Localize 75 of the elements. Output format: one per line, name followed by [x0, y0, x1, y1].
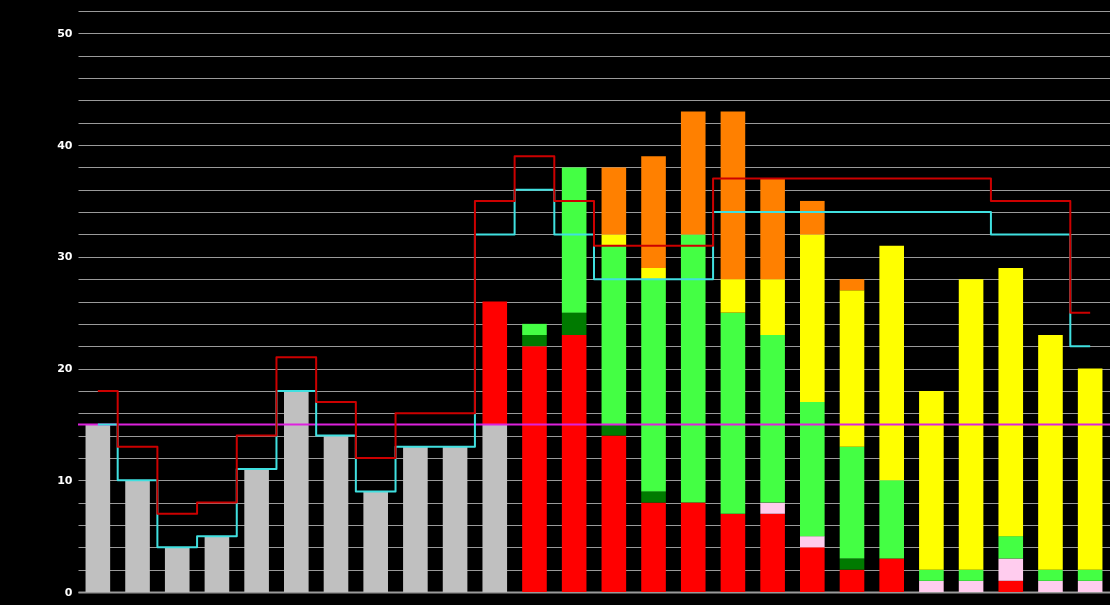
- bar: [800, 234, 825, 403]
- bar: [1077, 580, 1103, 592]
- bar: [482, 424, 508, 592]
- bar: [839, 290, 865, 447]
- bar: [204, 536, 230, 592]
- bar: [958, 569, 984, 581]
- bar: [800, 536, 825, 548]
- bar: [244, 469, 269, 592]
- bar: [641, 502, 666, 592]
- bar: [720, 111, 746, 280]
- bar: [680, 502, 706, 592]
- bar: [641, 279, 666, 492]
- bar: [760, 335, 785, 503]
- bar: [403, 446, 428, 592]
- bar: [919, 390, 944, 570]
- bar: [760, 279, 785, 336]
- bar: [85, 424, 111, 592]
- bar: [998, 558, 1024, 581]
- bar: [998, 267, 1024, 537]
- y-tick-label: 20: [57, 362, 73, 376]
- bar: [561, 312, 587, 336]
- y-tick-label: 0: [64, 585, 73, 599]
- bar: [800, 402, 825, 537]
- bar: [641, 267, 666, 280]
- bar: [482, 301, 508, 425]
- bar: [522, 335, 547, 347]
- bar: [760, 513, 785, 592]
- bar: [1077, 368, 1103, 570]
- bar: [561, 167, 587, 313]
- bar: [561, 335, 587, 592]
- bar: [601, 245, 627, 425]
- bar: [879, 480, 904, 559]
- bar: [323, 435, 349, 592]
- bar: [998, 536, 1024, 559]
- bar: [760, 178, 785, 280]
- bar: [641, 491, 666, 503]
- y-tick-label: 50: [57, 26, 73, 40]
- bar: [442, 446, 468, 592]
- bar: [641, 156, 666, 268]
- bar: [601, 234, 627, 246]
- bar: [998, 580, 1024, 592]
- bar: [760, 502, 785, 514]
- y-tick-label: 10: [57, 473, 73, 487]
- y-tick-label: 40: [57, 138, 73, 152]
- bar: [839, 558, 865, 570]
- bar: [720, 279, 746, 313]
- bar: [284, 390, 309, 592]
- bar: [919, 569, 944, 581]
- bar: [601, 435, 627, 592]
- bar: [125, 480, 150, 592]
- bar: [522, 346, 547, 592]
- bar: [879, 245, 904, 481]
- bar: [1038, 335, 1063, 570]
- bar: [363, 491, 388, 592]
- bar: [800, 200, 825, 235]
- bar: [800, 547, 825, 592]
- y-tick-label: 30: [57, 250, 73, 264]
- bar: [1038, 580, 1063, 592]
- bar: [839, 446, 865, 559]
- bar: [601, 167, 627, 235]
- bar: [680, 234, 706, 503]
- bar: [839, 279, 865, 291]
- bar: [879, 558, 904, 592]
- bar: [522, 323, 547, 336]
- bar: [1077, 569, 1103, 581]
- bar: [958, 580, 984, 592]
- bar: [839, 569, 865, 592]
- bar: [164, 547, 190, 592]
- bar: [958, 279, 984, 570]
- bar: [720, 312, 746, 514]
- bar: [919, 580, 944, 592]
- bar: [1038, 569, 1063, 581]
- bar: [680, 111, 706, 235]
- bar: [720, 513, 746, 592]
- bar: [601, 424, 627, 436]
